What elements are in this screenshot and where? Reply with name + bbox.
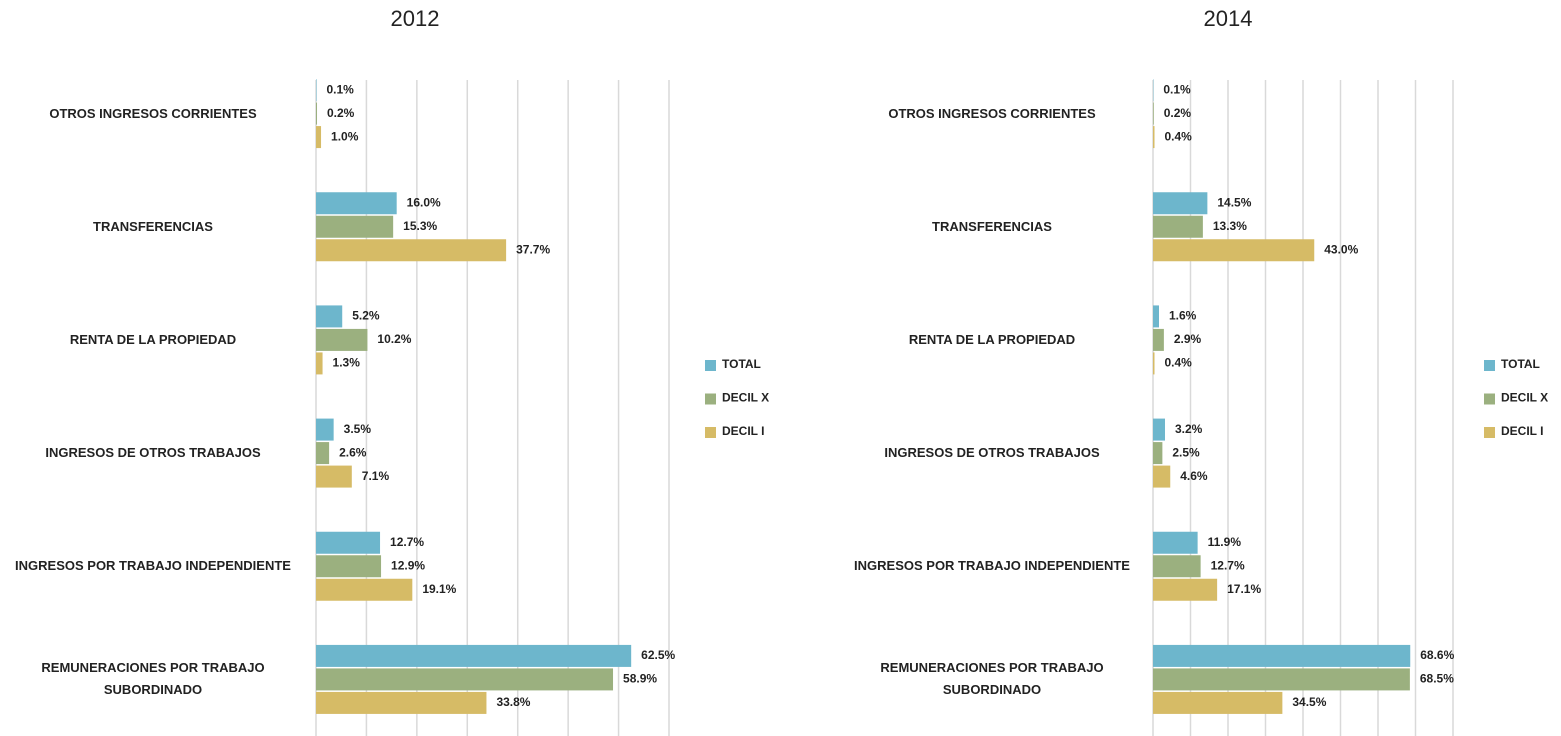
category-label: TRANSFERENCIAS [932, 218, 1052, 234]
value-label: 2.6% [339, 445, 367, 459]
bar [316, 668, 614, 691]
category-label: INGRESOS DE OTROS TRABAJOS [45, 445, 261, 461]
bar [316, 102, 318, 125]
value-label: 3.2% [1175, 422, 1203, 436]
bar [1153, 555, 1201, 578]
bar [1153, 418, 1165, 441]
value-label: 13.3% [1213, 219, 1247, 233]
bar [1153, 215, 1203, 238]
category-label: INGRESOS POR TRABAJO INDEPENDIENTE [854, 558, 1130, 574]
legend-swatch [705, 393, 716, 405]
bar [316, 555, 382, 578]
bar [1153, 102, 1154, 125]
legend-label: TOTAL [1501, 357, 1540, 371]
bar [1153, 126, 1155, 149]
legend-swatch [1484, 393, 1495, 405]
legend-swatch [705, 427, 716, 438]
bar [316, 418, 334, 441]
bar [316, 239, 507, 262]
value-label: 19.1% [422, 582, 456, 596]
category-label: TRANSFERENCIAS [93, 218, 213, 234]
category-label: OTROS INGRESOS CORRIENTES [888, 105, 1096, 121]
legend-label: TOTAL [722, 357, 761, 371]
value-label: 0.1% [1163, 82, 1191, 96]
value-label: 33.8% [496, 695, 530, 709]
category-label: INGRESOS DE OTROS TRABAJOS [884, 445, 1100, 461]
legend-label: DECIL I [722, 424, 764, 438]
bar [316, 79, 317, 102]
value-label: 58.9% [623, 672, 657, 686]
category-label: REMUNERACIONES POR TRABAJO SUBORDINADO [41, 660, 265, 698]
value-label: 12.7% [1211, 558, 1245, 572]
value-label: 12.7% [390, 535, 424, 549]
bar [1153, 442, 1163, 465]
value-label: 0.2% [327, 106, 355, 120]
value-label: 5.2% [352, 309, 380, 323]
bar [1153, 192, 1208, 215]
value-label: 11.9% [1208, 535, 1242, 549]
legend-label: DECIL I [1501, 424, 1543, 438]
value-label: 1.6% [1169, 309, 1197, 323]
chart-title: 2014 [1204, 6, 1253, 31]
legend-label: DECIL X [722, 391, 769, 405]
value-label: 34.5% [1292, 695, 1326, 709]
bar [1153, 465, 1171, 488]
value-label: 7.1% [362, 469, 390, 483]
bar [1153, 691, 1283, 714]
bar [316, 644, 632, 667]
value-label: 12.9% [391, 558, 425, 572]
value-label: 0.2% [1164, 106, 1192, 120]
bar [1153, 578, 1218, 601]
value-label: 68.6% [1420, 648, 1454, 662]
bar [1153, 352, 1155, 375]
value-label: 0.4% [1165, 129, 1193, 143]
legend-swatch [705, 360, 716, 371]
category-label: REMUNERACIONES POR TRABAJO SUBORDINADO [880, 660, 1104, 698]
bar [316, 578, 413, 601]
value-label: 0.1% [327, 82, 355, 96]
category-label: OTROS INGRESOS CORRIENTES [49, 105, 257, 121]
bar [316, 531, 381, 554]
value-label: 16.0% [407, 195, 441, 209]
value-label: 37.7% [516, 242, 550, 256]
value-label: 4.6% [1180, 469, 1208, 483]
bar [316, 352, 323, 375]
value-label: 2.9% [1174, 332, 1202, 346]
value-label: 17.1% [1227, 582, 1261, 596]
value-label: 3.5% [344, 422, 372, 436]
value-label: 1.0% [331, 129, 359, 143]
value-label: 15.3% [403, 219, 437, 233]
bar [1153, 239, 1315, 262]
category-label: INGRESOS POR TRABAJO INDEPENDIENTE [15, 558, 291, 574]
bar [316, 215, 394, 238]
bar [316, 691, 487, 714]
chart-title: 2012 [391, 6, 440, 31]
bar [1153, 644, 1411, 667]
bar [1153, 668, 1410, 691]
bar [1153, 531, 1198, 554]
value-label: 43.0% [1324, 242, 1358, 256]
value-label: 62.5% [641, 648, 675, 662]
bar [316, 328, 368, 351]
category-label: RENTA DE LA PROPIEDAD [908, 331, 1076, 347]
bar [316, 305, 343, 328]
legend-label: DECIL X [1501, 391, 1548, 405]
category-label: RENTA DE LA PROPIEDAD [69, 331, 237, 347]
legend-swatch [1484, 427, 1495, 438]
bar [1153, 305, 1159, 328]
bar [1153, 328, 1164, 351]
value-label: 2.5% [1172, 445, 1200, 459]
value-label: 0.4% [1165, 356, 1193, 370]
value-label: 10.2% [377, 332, 411, 346]
legend-swatch [1484, 360, 1495, 371]
bar [316, 192, 397, 215]
value-label: 14.5% [1217, 195, 1251, 209]
bar [316, 465, 352, 488]
value-label: 68.5% [1420, 672, 1454, 686]
value-label: 1.3% [333, 356, 361, 370]
bar [316, 126, 322, 149]
bar [316, 442, 330, 465]
